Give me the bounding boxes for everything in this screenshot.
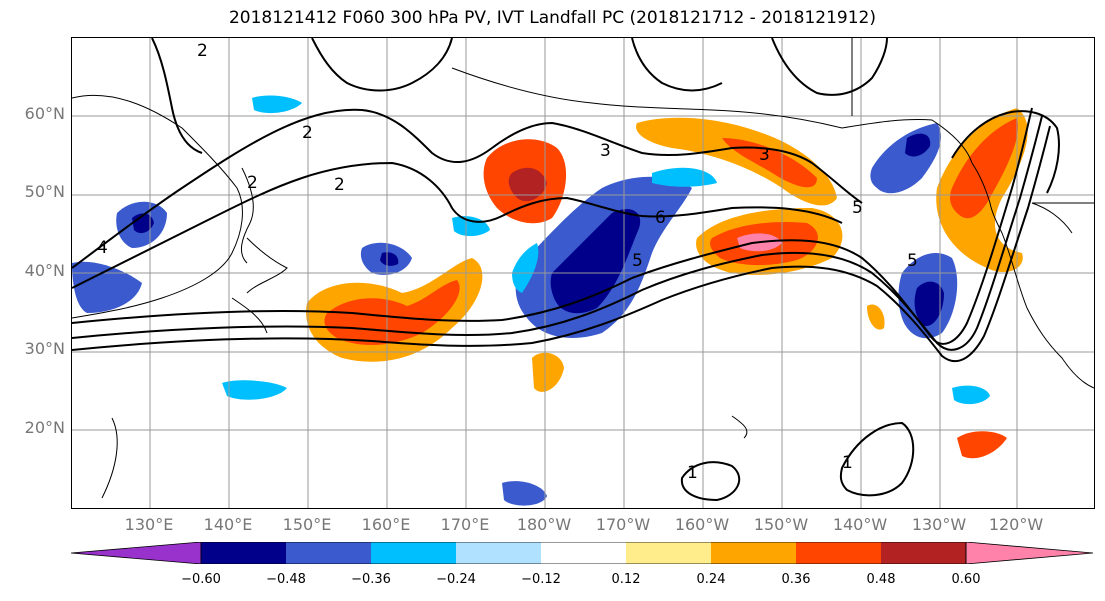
shading-positive-gulf (636, 117, 837, 206)
colorbar-tick-label: −0.48 (266, 572, 306, 587)
lat-label-50n: 50°N (24, 182, 65, 201)
pv-contours (72, 38, 1060, 502)
colorbar-extend-min (71, 542, 202, 564)
colorbar-segment (881, 542, 966, 564)
contour-label: 5 (907, 251, 918, 271)
contour-coast-ridge (951, 110, 1060, 194)
colorbar (71, 542, 1093, 564)
lon-label-120w: 120°W (988, 515, 1044, 534)
contour-label: 6 (655, 208, 666, 228)
contour-upper-far (771, 38, 888, 96)
contour-label: 5 (852, 198, 863, 218)
shading-negative-small-d (952, 385, 990, 405)
colorbar-tick-label: 0.48 (866, 572, 896, 587)
shading-negative-central-core (550, 209, 641, 314)
lon-label-150e: 150°E (282, 515, 332, 534)
shading-positive-subtropic-c (867, 304, 885, 330)
colorbar-tick-label: −0.60 (181, 572, 221, 587)
shading-positive-gulf-core (722, 138, 817, 188)
colorbar-segment (201, 542, 286, 564)
pv-shading (72, 95, 1028, 506)
colorbar-tick-label: 0.36 (781, 572, 811, 587)
lon-label-170e: 170°E (440, 515, 490, 534)
lon-label-130w: 130°W (911, 515, 967, 534)
colorbar-segment (541, 542, 626, 564)
coastlines (72, 38, 1094, 499)
shading-negative-east-core (914, 281, 944, 327)
lat-label-30n: 30°N (24, 339, 65, 358)
lon-label-140e: 140°E (203, 515, 253, 534)
shading-negative-alaska-core (905, 133, 931, 157)
shading-negative-korea (72, 261, 142, 313)
shading-positive-subtropic-b (957, 431, 1007, 459)
shading-negative-small-b (502, 481, 547, 506)
colorbar-segment (711, 542, 796, 564)
contour-jet-2 (72, 115, 1043, 351)
lat-label-60n: 60°N (24, 104, 65, 123)
contour-jet-1 (72, 107, 1033, 345)
lon-label-150w: 150°W (753, 515, 809, 534)
contour-label: 2 (247, 173, 258, 193)
contour-north-1 (72, 108, 863, 269)
colorbar-tick-label: −0.24 (436, 572, 476, 587)
colorbar-tick-label: 0.60 (951, 572, 981, 587)
contour-label: 2 (302, 123, 313, 143)
contour-label: 1 (687, 463, 698, 483)
colorbar-outline (200, 542, 967, 564)
lon-label-140w: 140°W (832, 515, 888, 534)
map-title: 2018121412 F060 300 hPa PV, IVT Landfall… (228, 8, 876, 28)
contour-north-2 (72, 161, 843, 289)
colorbar-segment (286, 542, 371, 564)
graticule (72, 38, 1094, 508)
shading-negative-north-mid (652, 167, 717, 187)
lon-label-130e: 130°E (124, 515, 174, 534)
contour-label: 5 (632, 251, 643, 271)
lon-label-180w: 180°W (516, 515, 572, 534)
colorbar-segment (626, 542, 711, 564)
contour-closed-2 (839, 421, 915, 497)
contour-upper-left (151, 38, 203, 154)
map-panel: 2 2 2 2 4 3 3 6 5 5 5 1 1 (71, 37, 1095, 509)
colorbar-tick-label: −0.36 (351, 572, 391, 587)
lon-label-160e: 160°E (361, 515, 411, 534)
colorbar-segment (371, 542, 456, 564)
contour-closed-1 (680, 461, 741, 502)
contour-label: 2 (334, 175, 345, 195)
lat-label-40n: 40°N (24, 261, 65, 280)
contour-upper-mid (311, 38, 453, 92)
contour-label: 2 (197, 41, 208, 61)
contour-label: 1 (842, 453, 853, 473)
shading-negative-small-a (222, 380, 287, 400)
shading-negative-kuril-core (380, 252, 399, 266)
shading-negative-small-c (252, 95, 302, 114)
colorbar-extend-max (965, 542, 1093, 564)
contour-label: 3 (759, 145, 770, 165)
contour-label: 3 (600, 141, 611, 161)
shading-positive-subtropic-a (532, 352, 564, 392)
colorbar-tick-label: 0.24 (696, 572, 726, 587)
contour-jet-3 (72, 125, 1051, 363)
shading-negative-central-edge (512, 243, 539, 293)
colorbar-tick-label: −0.12 (521, 572, 561, 587)
shading-negative-alaska (870, 123, 942, 194)
map-canvas: 2 2 2 2 4 3 3 6 5 5 5 1 1 (72, 38, 1094, 508)
shading-positive-coast-core (949, 118, 1018, 219)
lon-label-170w: 170°W (595, 515, 651, 534)
colorbar-segment (456, 542, 541, 564)
colorbar-tick-label: 0.12 (611, 572, 641, 587)
lon-label-160w: 160°W (674, 515, 730, 534)
shading-positive-north-core (508, 167, 547, 202)
colorbar-segment (796, 542, 881, 564)
lat-label-20n: 20°N (24, 418, 65, 437)
contour-label: 4 (97, 238, 108, 258)
contour-upper-right (631, 38, 723, 92)
shading-negative-small-e (452, 216, 490, 237)
